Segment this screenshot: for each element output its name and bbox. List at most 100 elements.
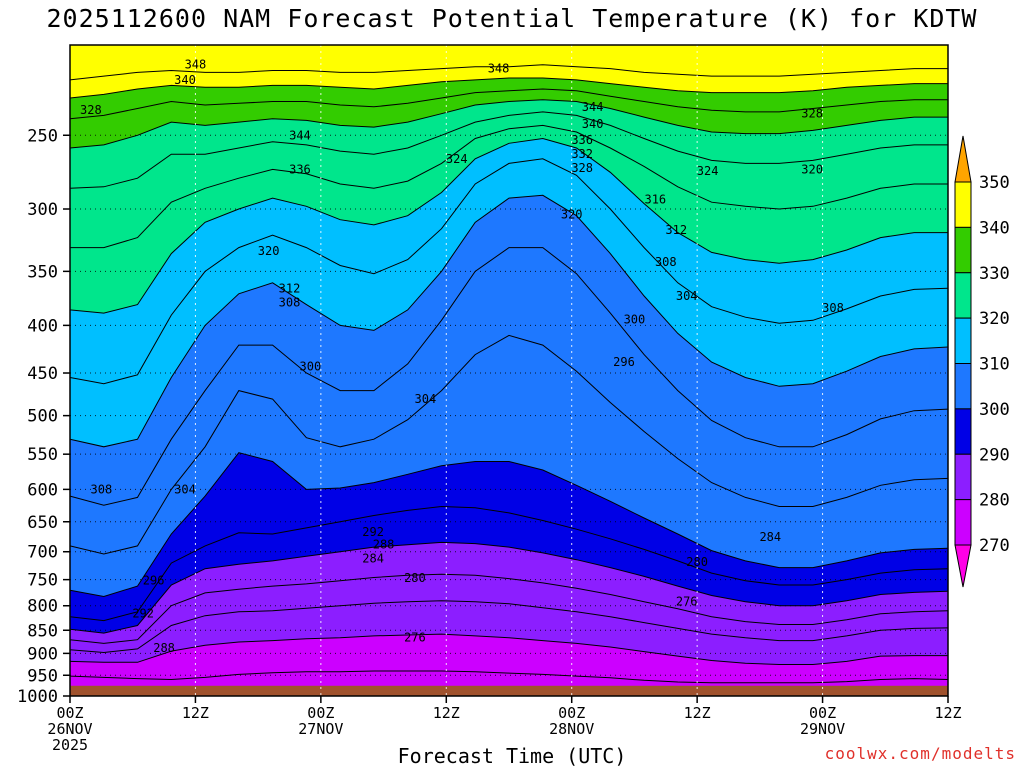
contour-label: 344 bbox=[582, 100, 604, 114]
contour-label: 308 bbox=[279, 295, 301, 309]
colorbar-segment bbox=[954, 226, 972, 274]
contour-label: 304 bbox=[415, 392, 437, 406]
y-tick-label: 600 bbox=[27, 480, 58, 500]
contour-label: 300 bbox=[300, 360, 322, 374]
contour-label: 280 bbox=[686, 555, 708, 569]
isentrope-296 bbox=[69, 505, 949, 622]
colorbar-label: 340 bbox=[979, 218, 1010, 238]
contour-label: 288 bbox=[373, 538, 395, 552]
contour-label: 280 bbox=[404, 571, 426, 585]
x-axis-title: Forecast Time (UTC) bbox=[397, 744, 627, 768]
isentrope-340 bbox=[69, 77, 948, 99]
colorbar-label: 300 bbox=[979, 400, 1010, 420]
contour-label: 296 bbox=[613, 355, 635, 369]
isentrope-344 bbox=[69, 64, 948, 81]
plot-frame bbox=[69, 44, 949, 697]
y-tick-label: 800 bbox=[27, 597, 58, 617]
y-tick-label: 700 bbox=[27, 543, 58, 563]
contour-label: 340 bbox=[582, 117, 604, 131]
colorbar-segment bbox=[954, 453, 972, 501]
x-tick-label: 12Z bbox=[433, 704, 460, 722]
isentrope-284 bbox=[69, 600, 949, 654]
contour-label: 324 bbox=[446, 152, 468, 166]
contour-label: 276 bbox=[676, 595, 698, 609]
colorbar-segment bbox=[954, 317, 972, 364]
colorbar-segment bbox=[954, 181, 972, 228]
colorbar-label: 280 bbox=[979, 491, 1010, 511]
contour-label: 276 bbox=[404, 630, 426, 644]
contour-label: 304 bbox=[676, 289, 698, 303]
x-tick-date: 26NOV bbox=[47, 720, 92, 738]
isentrope-336 bbox=[69, 88, 948, 120]
isentrope-316 bbox=[69, 158, 949, 385]
contour-label: 336 bbox=[571, 133, 593, 147]
colorbar-segment bbox=[954, 408, 972, 455]
y-tick-label: 350 bbox=[27, 262, 58, 282]
y-tick-label: 300 bbox=[27, 200, 58, 220]
contour-label: 320 bbox=[258, 244, 280, 258]
x-tick-year: 2025 bbox=[52, 736, 88, 754]
contour-label: 300 bbox=[624, 312, 646, 326]
contour-label: 288 bbox=[153, 641, 175, 655]
contour-label: 328 bbox=[801, 107, 823, 121]
colorbar-label: 290 bbox=[979, 445, 1010, 465]
colorbar-label: 350 bbox=[979, 173, 1010, 193]
y-tick-label: 650 bbox=[27, 513, 58, 533]
colorbar-label: 330 bbox=[979, 264, 1010, 284]
x-tick-label: 12Z bbox=[182, 704, 209, 722]
isentrope-320 bbox=[69, 137, 948, 314]
contour-label: 324 bbox=[697, 164, 719, 178]
x-tick-label: 12Z bbox=[934, 704, 961, 722]
isentrope-332 bbox=[69, 99, 948, 149]
y-tick-label: 750 bbox=[27, 571, 58, 591]
isentrope-328 bbox=[69, 111, 948, 189]
colorbar-label: 270 bbox=[979, 536, 1010, 556]
colorbar-segment bbox=[954, 499, 972, 546]
contour-label: 328 bbox=[571, 161, 593, 175]
contour-label: 320 bbox=[561, 207, 583, 221]
x-tick-label: 00Z bbox=[56, 704, 83, 722]
contour-label: 292 bbox=[362, 525, 384, 539]
x-tick-date: 27NOV bbox=[298, 720, 343, 738]
y-tick-label: 450 bbox=[27, 364, 58, 384]
y-tick-label: 1000 bbox=[17, 687, 58, 707]
x-tick-label: 12Z bbox=[684, 704, 711, 722]
contour-label: 320 bbox=[801, 162, 823, 176]
x-tick-label: 00Z bbox=[558, 704, 585, 722]
contour-label: 332 bbox=[571, 147, 593, 161]
contour-label: 284 bbox=[759, 530, 781, 544]
colorbar-segment bbox=[954, 272, 972, 319]
y-tick-label: 400 bbox=[27, 316, 58, 336]
colorbar-label: 320 bbox=[979, 309, 1010, 329]
contour-label: 312 bbox=[279, 281, 301, 295]
isentrope-312 bbox=[69, 194, 949, 448]
y-tick-label: 950 bbox=[27, 666, 58, 686]
surface-ground bbox=[70, 685, 948, 696]
y-tick-label: 250 bbox=[27, 126, 58, 146]
y-tick-label: 900 bbox=[27, 644, 58, 664]
colorbar-segment bbox=[954, 135, 972, 183]
isentrope-304 bbox=[69, 334, 949, 555]
isentrope-288 bbox=[69, 573, 949, 644]
contour-label: 312 bbox=[665, 223, 687, 237]
chart-title: 2025112600 NAM Forecast Potential Temper… bbox=[46, 4, 978, 33]
isentrope-292 bbox=[69, 541, 949, 634]
credit-link[interactable]: coolwx.com/modelts bbox=[824, 744, 1016, 763]
contour-label: 348 bbox=[488, 62, 510, 76]
y-tick-label: 850 bbox=[27, 621, 58, 641]
contour-label: 328 bbox=[80, 103, 102, 117]
x-tick-date: 28NOV bbox=[549, 720, 594, 738]
contour-label: 308 bbox=[822, 301, 844, 315]
isentrope-280 bbox=[69, 633, 948, 665]
contour-label: 308 bbox=[91, 482, 113, 496]
contour-label: 336 bbox=[289, 162, 311, 176]
x-tick-label: 00Z bbox=[307, 704, 334, 722]
contour-label: 340 bbox=[174, 73, 196, 87]
contour-label: 348 bbox=[185, 58, 207, 72]
isentrope-324 bbox=[70, 124, 948, 249]
y-tick-label: 500 bbox=[27, 407, 58, 427]
band-above-344 bbox=[70, 45, 948, 80]
isentrope-300 bbox=[69, 452, 949, 598]
colorbar-label: 310 bbox=[979, 355, 1010, 375]
